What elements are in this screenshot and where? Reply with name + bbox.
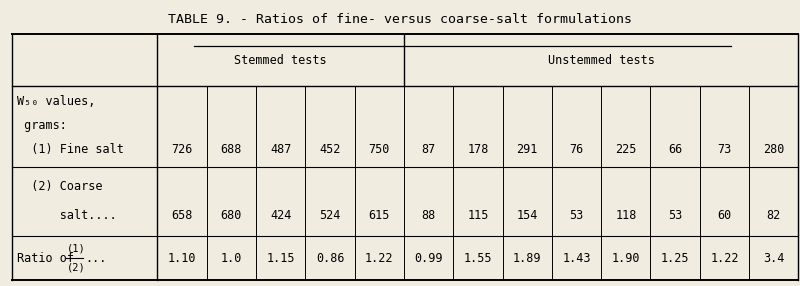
Text: TABLE 9. - Ratios of fine- versus coarse-salt formulations: TABLE 9. - Ratios of fine- versus coarse… [168,13,632,26]
Text: 0.86: 0.86 [316,252,344,265]
Text: 1.55: 1.55 [464,252,492,265]
Text: 88: 88 [422,209,436,222]
Text: 225: 225 [615,143,637,156]
Text: 118: 118 [615,209,637,222]
Text: 291: 291 [517,143,538,156]
Text: 524: 524 [319,209,341,222]
Text: grams:: grams: [17,119,66,132]
Text: 178: 178 [467,143,489,156]
Text: 280: 280 [763,143,785,156]
Text: 76: 76 [570,143,584,156]
Text: 1.43: 1.43 [562,252,590,265]
Text: 1.25: 1.25 [661,252,690,265]
Text: 1.22: 1.22 [365,252,394,265]
Text: (1): (1) [67,243,86,253]
Text: Ratio of: Ratio of [17,252,81,265]
Text: 658: 658 [171,209,193,222]
Text: 424: 424 [270,209,291,222]
Text: 87: 87 [422,143,436,156]
Text: 452: 452 [319,143,341,156]
Text: 1.90: 1.90 [611,252,640,265]
Text: 53: 53 [570,209,584,222]
Text: 0.99: 0.99 [414,252,443,265]
Text: 82: 82 [766,209,781,222]
Text: 1.15: 1.15 [266,252,295,265]
Text: ...: ... [86,252,106,265]
Text: Unstemmed tests: Unstemmed tests [548,53,654,67]
Text: 615: 615 [369,209,390,222]
Text: 53: 53 [668,209,682,222]
Text: 680: 680 [221,209,242,222]
Text: 3.4: 3.4 [763,252,785,265]
Text: W₅₀ values,: W₅₀ values, [17,95,95,108]
Text: 115: 115 [467,209,489,222]
Text: Stemmed tests: Stemmed tests [234,53,327,67]
Text: salt....: salt.... [17,209,117,222]
Text: 688: 688 [221,143,242,156]
Text: 66: 66 [668,143,682,156]
Text: 487: 487 [270,143,291,156]
Text: (2): (2) [67,263,86,273]
Text: 1.89: 1.89 [513,252,542,265]
Text: 1.22: 1.22 [710,252,738,265]
Text: 73: 73 [718,143,731,156]
Text: 750: 750 [369,143,390,156]
Text: 154: 154 [517,209,538,222]
Text: 1.0: 1.0 [221,252,242,265]
Text: (1) Fine salt: (1) Fine salt [17,143,124,156]
Text: 1.10: 1.10 [168,252,196,265]
Text: (2) Coarse: (2) Coarse [17,180,102,193]
Text: 60: 60 [718,209,731,222]
Text: 726: 726 [171,143,193,156]
